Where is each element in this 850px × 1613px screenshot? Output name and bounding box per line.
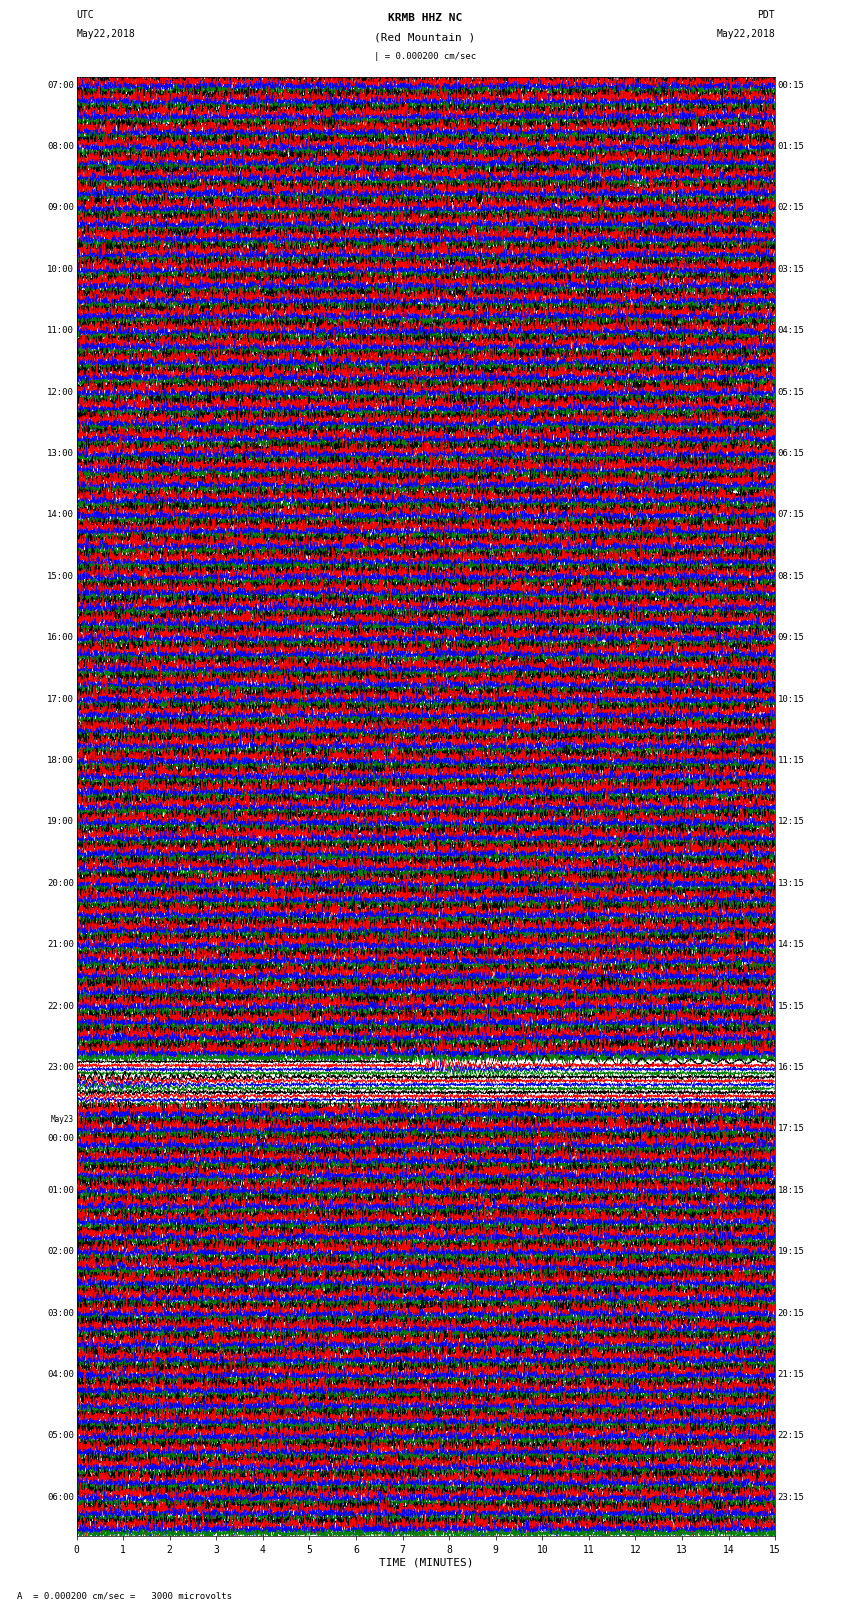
Text: | = 0.000200 cm/sec: | = 0.000200 cm/sec [374, 52, 476, 61]
Text: 03:15: 03:15 [778, 265, 805, 274]
Text: KRMB HHZ NC: KRMB HHZ NC [388, 13, 462, 23]
Text: 22:15: 22:15 [778, 1431, 805, 1440]
Text: 02:15: 02:15 [778, 203, 805, 213]
Text: 09:15: 09:15 [778, 634, 805, 642]
Text: 18:15: 18:15 [778, 1186, 805, 1195]
Text: (Red Mountain ): (Red Mountain ) [374, 32, 476, 42]
Text: May22,2018: May22,2018 [717, 29, 775, 39]
Text: 20:15: 20:15 [778, 1308, 805, 1318]
Text: 14:15: 14:15 [778, 940, 805, 948]
Text: 03:00: 03:00 [47, 1308, 74, 1318]
Text: 08:00: 08:00 [47, 142, 74, 152]
Text: 23:15: 23:15 [778, 1492, 805, 1502]
Text: 09:00: 09:00 [47, 203, 74, 213]
Text: 17:00: 17:00 [47, 695, 74, 703]
Text: 08:15: 08:15 [778, 571, 805, 581]
Text: 13:00: 13:00 [47, 448, 74, 458]
Text: 12:15: 12:15 [778, 818, 805, 826]
Text: A  = 0.000200 cm/sec =   3000 microvolts: A = 0.000200 cm/sec = 3000 microvolts [17, 1590, 232, 1600]
Text: 02:00: 02:00 [47, 1247, 74, 1257]
Text: 07:00: 07:00 [47, 81, 74, 90]
Text: 23:00: 23:00 [47, 1063, 74, 1073]
Text: 20:00: 20:00 [47, 879, 74, 887]
Text: 19:00: 19:00 [47, 818, 74, 826]
Text: 21:15: 21:15 [778, 1369, 805, 1379]
Text: 01:15: 01:15 [778, 142, 805, 152]
Text: 06:00: 06:00 [47, 1492, 74, 1502]
X-axis label: TIME (MINUTES): TIME (MINUTES) [378, 1558, 473, 1568]
Text: May23: May23 [51, 1115, 74, 1124]
Text: UTC: UTC [76, 10, 94, 19]
Text: 00:15: 00:15 [778, 81, 805, 90]
Text: 04:15: 04:15 [778, 326, 805, 336]
Text: 12:00: 12:00 [47, 387, 74, 397]
Text: 01:00: 01:00 [47, 1186, 74, 1195]
Text: May22,2018: May22,2018 [76, 29, 135, 39]
Text: 16:00: 16:00 [47, 634, 74, 642]
Text: 00:00: 00:00 [47, 1134, 74, 1142]
Text: 11:15: 11:15 [778, 756, 805, 765]
Text: 13:15: 13:15 [778, 879, 805, 887]
Text: 05:15: 05:15 [778, 387, 805, 397]
Text: 15:00: 15:00 [47, 571, 74, 581]
Text: 15:15: 15:15 [778, 1002, 805, 1010]
Text: 04:00: 04:00 [47, 1369, 74, 1379]
Text: 17:15: 17:15 [778, 1124, 805, 1134]
Text: 10:00: 10:00 [47, 265, 74, 274]
Text: 21:00: 21:00 [47, 940, 74, 948]
Text: 16:15: 16:15 [778, 1063, 805, 1073]
Text: PDT: PDT [757, 10, 775, 19]
Text: 22:00: 22:00 [47, 1002, 74, 1010]
Text: 11:00: 11:00 [47, 326, 74, 336]
Text: 14:00: 14:00 [47, 510, 74, 519]
Text: 10:15: 10:15 [778, 695, 805, 703]
Text: 06:15: 06:15 [778, 448, 805, 458]
Text: 07:15: 07:15 [778, 510, 805, 519]
Text: 18:00: 18:00 [47, 756, 74, 765]
Text: 05:00: 05:00 [47, 1431, 74, 1440]
Text: 19:15: 19:15 [778, 1247, 805, 1257]
